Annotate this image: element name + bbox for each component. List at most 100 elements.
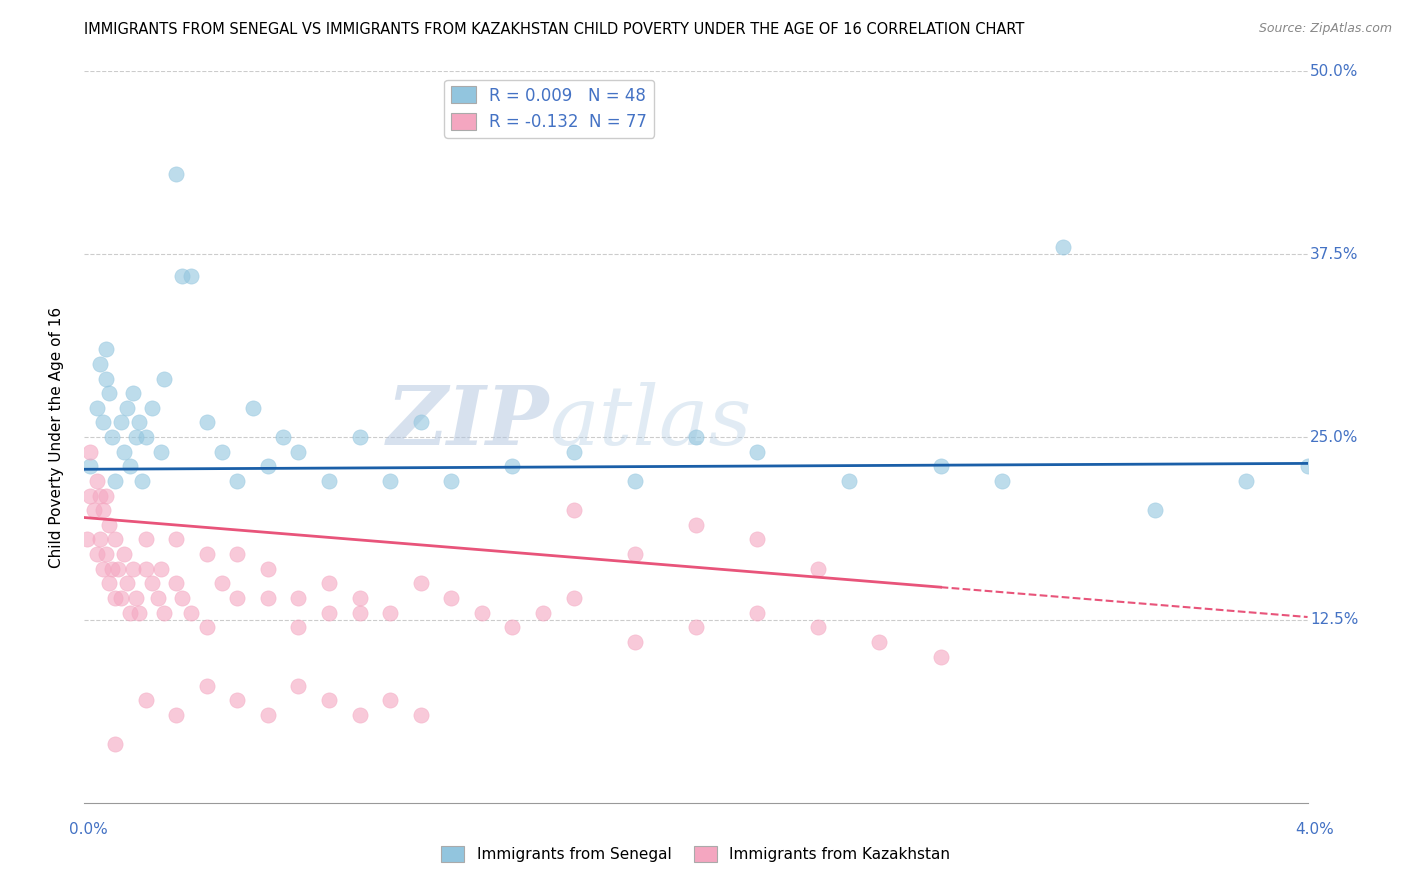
Point	[1296, 459, 1319, 474]
Point	[125, 591, 148, 605]
Text: atlas: atlas	[550, 383, 752, 462]
Point	[685, 430, 707, 444]
Point	[745, 444, 768, 458]
Point	[409, 416, 432, 430]
Point	[89, 533, 111, 547]
Point	[104, 474, 127, 488]
Point	[471, 606, 494, 620]
Point	[349, 606, 371, 620]
Point	[101, 562, 124, 576]
Point	[122, 562, 145, 576]
Point	[380, 606, 402, 620]
Point	[165, 533, 187, 547]
Text: 37.5%: 37.5%	[1310, 247, 1358, 261]
Point	[94, 489, 117, 503]
Point	[94, 547, 117, 561]
Y-axis label: Child Poverty Under the Age of 16: Child Poverty Under the Age of 16	[49, 307, 63, 567]
Point	[409, 708, 432, 723]
Text: 12.5%: 12.5%	[1310, 613, 1358, 627]
Point	[685, 620, 707, 634]
Point	[180, 606, 202, 620]
Text: ZIP: ZIP	[387, 383, 550, 462]
Point	[318, 576, 340, 591]
Point	[257, 562, 280, 576]
Point	[929, 649, 952, 664]
Point	[287, 679, 309, 693]
Text: 4.0%: 4.0%	[1295, 822, 1334, 837]
Point	[115, 401, 138, 415]
Point	[122, 386, 145, 401]
Point	[135, 562, 157, 576]
Point	[318, 693, 340, 707]
Point	[125, 430, 148, 444]
Point	[97, 517, 120, 532]
Point	[287, 444, 309, 458]
Point	[318, 474, 340, 488]
Point	[685, 517, 707, 532]
Point	[990, 474, 1012, 488]
Point	[104, 737, 127, 751]
Point	[624, 547, 647, 561]
Point	[172, 269, 194, 284]
Point	[120, 459, 142, 474]
Point	[94, 343, 117, 357]
Point	[83, 503, 105, 517]
Point	[271, 430, 294, 444]
Point	[1143, 503, 1166, 517]
Text: 0.0%: 0.0%	[69, 822, 108, 837]
Point	[79, 459, 101, 474]
Point	[135, 430, 157, 444]
Point	[562, 444, 585, 458]
Point	[146, 591, 169, 605]
Point	[318, 606, 340, 620]
Point	[195, 416, 218, 430]
Point	[349, 591, 371, 605]
Point	[79, 444, 101, 458]
Point	[257, 708, 280, 723]
Point	[226, 474, 249, 488]
Point	[101, 430, 124, 444]
Point	[211, 576, 233, 591]
Point	[91, 562, 114, 576]
Point	[929, 459, 952, 474]
Point	[76, 533, 98, 547]
Point	[257, 591, 280, 605]
Point	[135, 693, 157, 707]
Point	[165, 576, 187, 591]
Text: 25.0%: 25.0%	[1310, 430, 1358, 444]
Point	[153, 371, 176, 385]
Point	[149, 444, 172, 458]
Point	[440, 591, 463, 605]
Point	[195, 620, 218, 634]
Point	[624, 635, 647, 649]
Point	[257, 459, 280, 474]
Point	[838, 474, 860, 488]
Point	[104, 533, 127, 547]
Point	[242, 401, 264, 415]
Point	[624, 474, 647, 488]
Point	[226, 547, 249, 561]
Point	[153, 606, 176, 620]
Point	[97, 386, 120, 401]
Point	[195, 547, 218, 561]
Point	[79, 489, 101, 503]
Point	[1052, 240, 1074, 254]
Point	[97, 576, 120, 591]
Point	[104, 591, 127, 605]
Point	[89, 489, 111, 503]
Point	[287, 591, 309, 605]
Point	[349, 430, 371, 444]
Point	[91, 416, 114, 430]
Point	[115, 576, 138, 591]
Point	[112, 444, 135, 458]
Text: 50.0%: 50.0%	[1310, 64, 1358, 78]
Point	[745, 606, 768, 620]
Point	[86, 547, 108, 561]
Point	[562, 591, 585, 605]
Point	[86, 474, 108, 488]
Point	[131, 474, 153, 488]
Point	[94, 371, 117, 385]
Point	[149, 562, 172, 576]
Point	[141, 401, 163, 415]
Point	[107, 562, 129, 576]
